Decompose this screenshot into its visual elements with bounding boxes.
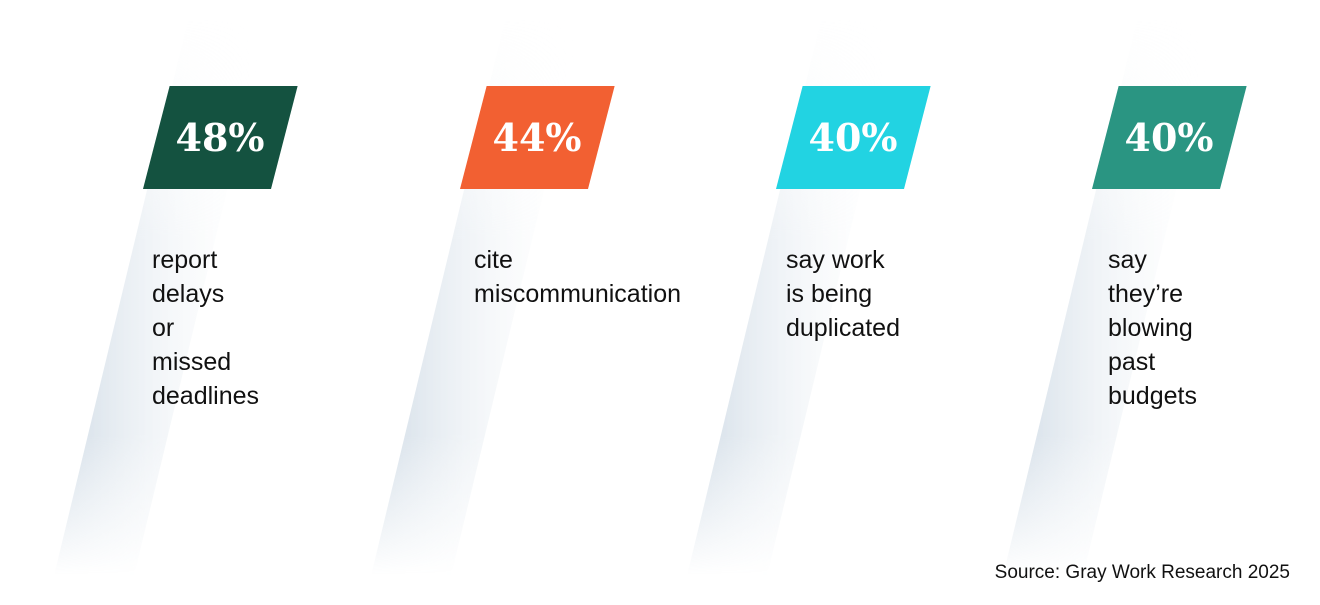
description-line: cite [474,246,513,274]
stat-description: say they’re blowing past budgets [1108,243,1197,413]
description-line: or missed [152,314,232,376]
description-line: duplicated [786,314,900,342]
stat-value: 40% [808,115,898,160]
stat-value: 40% [1124,115,1214,160]
stat-value: 44% [492,115,582,160]
description-line: budgets [1108,382,1197,410]
source-citation: Source: Gray Work Research 2025 [994,562,1290,583]
stat-description: say work is being duplicated [786,243,900,345]
description-line: miscommunication [474,280,682,308]
stat-description: cite miscommunication [474,243,681,311]
description-line: say work [786,246,885,274]
description-line: is being [786,280,873,308]
stat-value: 48% [175,115,265,160]
stat-description: report delays or missed deadlines [152,243,259,413]
description-line: say they’re [1108,246,1184,308]
description-line: deadlines [152,382,260,410]
description-line: blowing past [1108,314,1193,376]
description-line: report delays [152,246,225,308]
